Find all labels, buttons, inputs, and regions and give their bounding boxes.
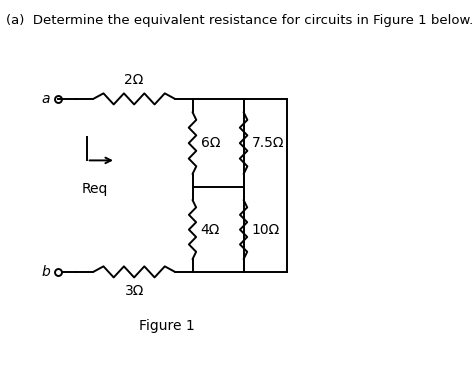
Text: Req: Req [81,181,108,195]
Text: 4Ω: 4Ω [201,223,220,237]
Text: a: a [42,92,50,106]
Text: 6Ω: 6Ω [201,136,220,150]
Text: 2Ω: 2Ω [125,73,144,87]
Text: (a)  Determine the equivalent resistance for circuits in Figure 1 below.: (a) Determine the equivalent resistance … [7,14,474,27]
Text: 7.5Ω: 7.5Ω [252,136,284,150]
Text: 3Ω: 3Ω [125,284,144,298]
Text: 10Ω: 10Ω [252,223,280,237]
Text: Figure 1: Figure 1 [139,319,195,333]
Text: b: b [41,265,50,279]
